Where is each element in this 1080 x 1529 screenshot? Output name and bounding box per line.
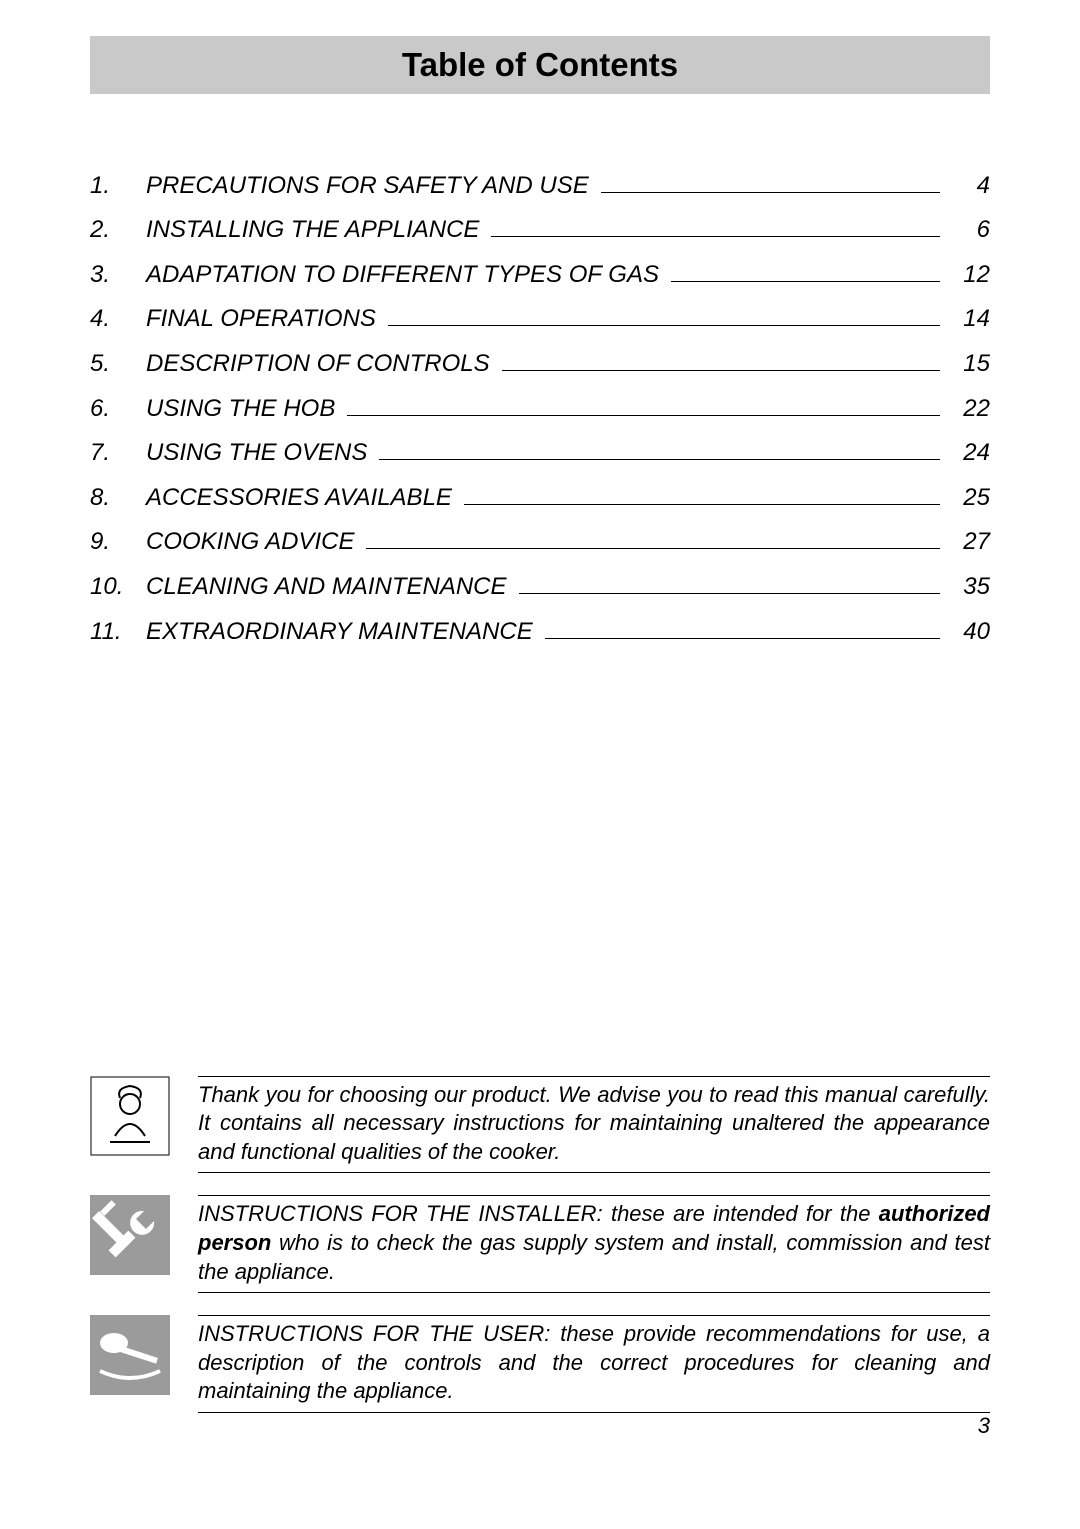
- toc-row: 4.FINAL OPERATIONS 14: [90, 304, 990, 334]
- toc-title: EXTRAORDINARY MAINTENANCE: [146, 618, 539, 646]
- toc-page: 6: [946, 216, 990, 244]
- toc-number: 4.: [90, 305, 146, 333]
- toc-page: 22: [946, 395, 990, 423]
- notes-section: Thank you for choosing our product. We a…: [90, 1076, 990, 1413]
- toc-page: 14: [946, 305, 990, 333]
- toc-leader-line: [502, 348, 940, 371]
- toc-number: 6.: [90, 395, 146, 423]
- toc-number: 8.: [90, 484, 146, 512]
- toc-number: 10.: [90, 573, 146, 601]
- note-text: INSTRUCTIONS FOR THE USER: these provide…: [198, 1315, 990, 1413]
- page: Table of Contents 1.PRECAUTIONS FOR SAFE…: [0, 0, 1080, 1529]
- toc-number: 3.: [90, 261, 146, 289]
- toc-title: USING THE OVENS: [146, 439, 373, 467]
- page-number: 3: [978, 1413, 990, 1439]
- note-text: INSTRUCTIONS FOR THE INSTALLER: these ar…: [198, 1195, 990, 1293]
- title-bar: Table of Contents: [90, 36, 990, 94]
- toc-leader-line: [545, 616, 940, 639]
- wrench-icon: [90, 1195, 170, 1275]
- toc-page: 12: [946, 261, 990, 289]
- toc-number: 5.: [90, 350, 146, 378]
- page-title: Table of Contents: [402, 46, 678, 83]
- toc-leader-line: [671, 259, 940, 282]
- toc-number: 9.: [90, 528, 146, 556]
- toc-row: 3.ADAPTATION TO DIFFERENT TYPES OF GAS 12: [90, 259, 990, 289]
- toc-row: 2.INSTALLING THE APPLIANCE 6: [90, 215, 990, 245]
- note-row: INSTRUCTIONS FOR THE INSTALLER: these ar…: [90, 1195, 990, 1293]
- toc-leader-line: [601, 170, 940, 193]
- toc-title: FINAL OPERATIONS: [146, 305, 382, 333]
- note-text-post: who is to check the gas supply system an…: [198, 1230, 990, 1284]
- note-row: Thank you for choosing our product. We a…: [90, 1076, 990, 1174]
- toc-page: 35: [946, 573, 990, 601]
- toc-title: CLEANING AND MAINTENANCE: [146, 573, 513, 601]
- toc-leader-line: [347, 393, 940, 416]
- toc-leader-line: [464, 482, 940, 505]
- toc-row: 8.ACCESSORIES AVAILABLE 25: [90, 482, 990, 512]
- note-text: Thank you for choosing our product. We a…: [198, 1076, 990, 1174]
- note-text-content: INSTRUCTIONS FOR THE USER: these provide…: [198, 1321, 990, 1403]
- toc-number: 1.: [90, 172, 146, 200]
- toc-row: 5.DESCRIPTION OF CONTROLS 15: [90, 348, 990, 378]
- toc-title: INSTALLING THE APPLIANCE: [146, 216, 485, 244]
- toc-page: 4: [946, 172, 990, 200]
- toc-title: ADAPTATION TO DIFFERENT TYPES OF GAS: [146, 261, 665, 289]
- toc-row: 6.USING THE HOB 22: [90, 393, 990, 423]
- toc-row: 9.COOKING ADVICE 27: [90, 527, 990, 557]
- toc-row: 7.USING THE OVENS 24: [90, 438, 990, 468]
- spoon-icon: [90, 1315, 170, 1395]
- toc-page: 25: [946, 484, 990, 512]
- table-of-contents: 1.PRECAUTIONS FOR SAFETY AND USE 4 2.INSTA…: [90, 170, 990, 646]
- toc-title: DESCRIPTION OF CONTROLS: [146, 350, 496, 378]
- toc-leader-line: [519, 571, 941, 594]
- toc-leader-line: [379, 438, 940, 461]
- toc-number: 7.: [90, 439, 146, 467]
- toc-leader-line: [388, 304, 940, 327]
- toc-title: ACCESSORIES AVAILABLE: [146, 484, 458, 512]
- toc-title: COOKING ADVICE: [146, 528, 360, 556]
- toc-number: 2.: [90, 216, 146, 244]
- toc-leader-line: [491, 215, 940, 238]
- toc-row: 11.EXTRAORDINARY MAINTENANCE 40: [90, 616, 990, 646]
- toc-page: 40: [946, 618, 990, 646]
- note-text-pre: INSTRUCTIONS FOR THE INSTALLER: these ar…: [198, 1201, 879, 1226]
- toc-page: 24: [946, 439, 990, 467]
- toc-title: PRECAUTIONS FOR SAFETY AND USE: [146, 172, 595, 200]
- note-row: INSTRUCTIONS FOR THE USER: these provide…: [90, 1315, 990, 1413]
- toc-row: 1.PRECAUTIONS FOR SAFETY AND USE 4: [90, 170, 990, 200]
- toc-row: 10.CLEANING AND MAINTENANCE 35: [90, 571, 990, 601]
- note-text-content: Thank you for choosing our product. We a…: [198, 1082, 990, 1164]
- toc-page: 27: [946, 528, 990, 556]
- chef-icon: [90, 1076, 170, 1156]
- toc-leader-line: [366, 527, 940, 550]
- toc-page: 15: [946, 350, 990, 378]
- toc-title: USING THE HOB: [146, 395, 341, 423]
- toc-number: 11.: [90, 618, 146, 646]
